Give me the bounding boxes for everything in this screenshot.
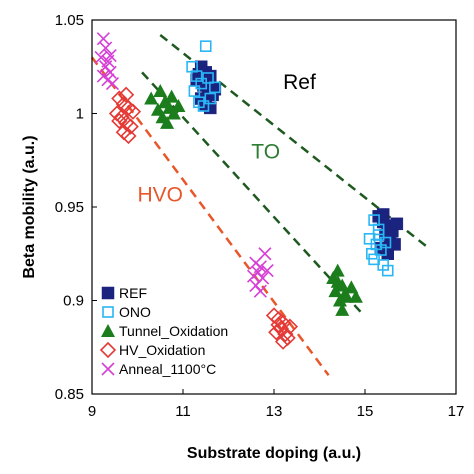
point-tunnel-oxidation	[339, 289, 354, 303]
point-hv-oxidation	[120, 127, 137, 145]
point-hv-oxidation	[277, 326, 294, 343]
series-tunnel-oxidation	[144, 84, 363, 316]
point-tunnel-oxidation	[144, 91, 159, 105]
point-ono	[199, 40, 212, 52]
point-anneal-1100-c-stroke	[258, 247, 272, 261]
point-hv-oxidation	[117, 86, 135, 103]
point-tunnel-oxidation	[166, 106, 181, 120]
point-anneal-1100-c	[103, 65, 117, 79]
point-anneal-1100-c-stroke	[253, 284, 267, 298]
legend-label-ref: REF	[119, 285, 147, 301]
y-tick-label: 0.95	[55, 199, 84, 216]
point-tunnel-oxidation	[153, 84, 168, 98]
point-anneal-1100-c	[260, 264, 274, 278]
point-tunnel-oxidation	[150, 102, 165, 116]
y-tick-labels: 0.85 0.9 0.95 1 1.05	[55, 12, 84, 403]
point-ref	[381, 247, 394, 260]
legend-label-hv-oxidation: HV_Oxidation	[119, 342, 205, 358]
x-tick-label: 17	[448, 403, 465, 420]
y-tick-label: 0.9	[63, 293, 84, 310]
point-ono	[197, 100, 210, 112]
point-anneal-1100-c	[253, 284, 267, 298]
annotation-hvo: HVO	[138, 183, 184, 206]
point-ono	[379, 236, 392, 249]
point-ono	[188, 85, 201, 97]
y-tick-label: 0.85	[55, 386, 84, 403]
x-tick-label: 9	[88, 403, 96, 420]
y-axis-label: Beta mobility (a.u.)	[21, 135, 38, 278]
point-hv-oxidation	[281, 318, 299, 335]
point-tunnel-oxidation	[171, 99, 186, 113]
legend-marker-tunnel-oxidation	[101, 324, 115, 337]
legend-marker-anneal-1100-c-stroke	[101, 362, 115, 376]
point-anneal-1100-c-stroke	[96, 69, 110, 83]
annotation-to: TO	[251, 140, 280, 163]
legend-label-anneal-1100-c: Anneal_1100°C	[119, 361, 216, 377]
point-ono	[209, 81, 221, 94]
point-anneal-1100-c-stroke	[103, 48, 117, 63]
x-tick-label: 13	[266, 403, 283, 420]
point-tunnel-oxidation	[328, 284, 343, 298]
point-hv-oxidation	[268, 324, 285, 341]
x-tick-label: 11	[175, 403, 191, 420]
annotation-ref: Ref	[283, 71, 316, 94]
legend-marker-anneal-1100-c	[101, 362, 115, 376]
point-tunnel-oxidation	[164, 89, 179, 103]
legend-label-ono: ONO	[119, 304, 151, 320]
point-tunnel-oxidation	[344, 280, 359, 294]
point-hv-oxidation	[111, 112, 128, 130]
legend: REF ONO Tunnel_Oxidation HV_Oxidation Anneal…	[99, 285, 228, 377]
point-ono	[381, 264, 394, 277]
point-anneal-1100-c	[103, 48, 117, 63]
point-anneal-1100-c-stroke	[246, 269, 261, 283]
data-points	[94, 32, 404, 350]
point-hv-oxidation	[274, 333, 292, 350]
point-anneal-1100-c	[246, 269, 261, 283]
point-anneal-1100-c	[99, 41, 113, 55]
series-anneal-1100-c	[94, 32, 274, 298]
point-tunnel-oxidation	[160, 115, 175, 129]
legend-marker-hv-oxidation	[99, 341, 117, 359]
annotations: Ref TO HVO	[138, 71, 316, 206]
point-ono	[204, 92, 217, 105]
x-tick-labels: 9 11 13 15 17	[88, 403, 465, 420]
series-hv-oxidation	[108, 86, 299, 350]
series-ono	[186, 40, 394, 277]
point-anneal-1100-c	[96, 69, 110, 83]
point-tunnel-oxidation	[348, 289, 363, 303]
trend-line-to	[141, 71, 362, 313]
y-tick-label: 1.05	[55, 12, 84, 29]
point-anneal-1100-c	[258, 247, 272, 261]
plot-frame	[91, 19, 457, 395]
point-hv-oxidation	[270, 316, 287, 333]
point-anneal-1100-c-stroke	[105, 77, 120, 91]
point-hv-oxidation	[122, 118, 139, 135]
y-tick-label: 1	[76, 106, 84, 123]
point-ono	[372, 229, 385, 241]
point-anneal-1100-c-stroke	[260, 264, 274, 278]
x-axis-label: Substrate doping (a.u.)	[187, 445, 361, 462]
point-ref	[390, 217, 404, 231]
point-anneal-1100-c-stroke	[103, 65, 117, 79]
legend-marker-ono	[102, 306, 114, 318]
point-tunnel-oxidation	[335, 278, 350, 292]
point-tunnel-oxidation	[330, 263, 345, 277]
point-ref	[388, 238, 401, 251]
point-tunnel-oxidation	[335, 302, 350, 316]
legend-marker-ref	[101, 286, 115, 300]
point-anneal-1100-c	[96, 32, 110, 46]
point-hv-oxidation	[124, 103, 142, 120]
point-anneal-1100-c-stroke	[99, 41, 113, 55]
legend-label-tunnel-oxidation: Tunnel_Oxidation	[119, 323, 228, 339]
x-tick-label: 15	[357, 403, 374, 420]
point-ono	[202, 72, 214, 84]
point-anneal-1100-c-stroke	[94, 50, 108, 64]
point-tunnel-oxidation	[332, 293, 347, 307]
point-anneal-1100-c	[105, 77, 120, 91]
